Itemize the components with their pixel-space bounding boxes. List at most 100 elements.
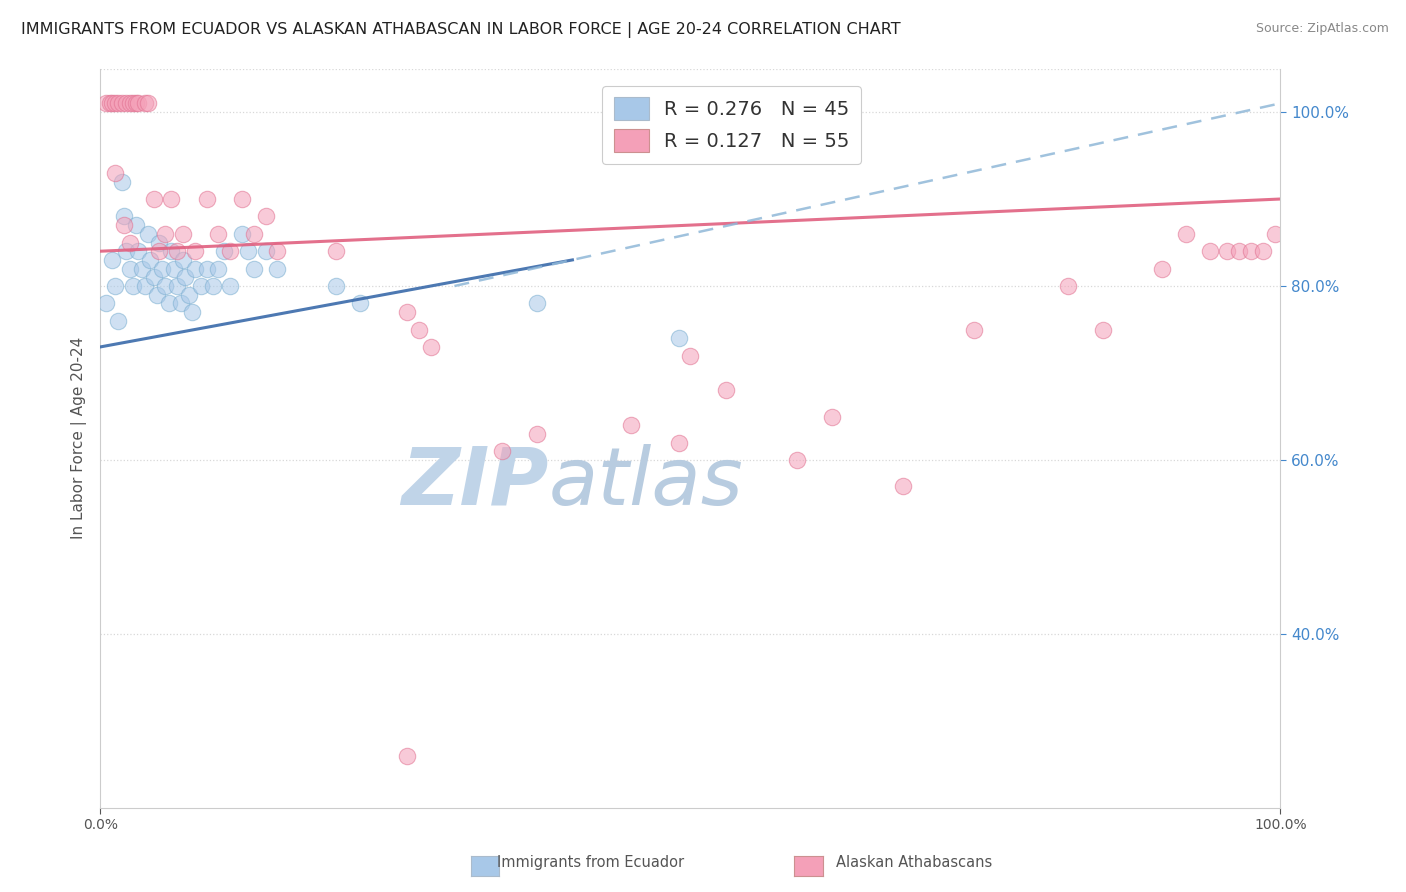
Point xyxy=(1152,261,1174,276)
Point xyxy=(1240,244,1263,259)
Point xyxy=(104,279,127,293)
Point xyxy=(107,314,129,328)
Point xyxy=(177,287,200,301)
Point xyxy=(1227,244,1250,259)
Point xyxy=(160,192,183,206)
Point xyxy=(101,252,124,267)
Point xyxy=(166,279,188,293)
Point xyxy=(184,244,207,259)
Point xyxy=(148,244,170,259)
Point xyxy=(266,261,288,276)
Point xyxy=(142,270,165,285)
Point xyxy=(157,296,180,310)
Point xyxy=(184,261,207,276)
Point xyxy=(1092,322,1115,336)
Point xyxy=(172,252,194,267)
Point xyxy=(107,96,129,111)
Point xyxy=(134,279,156,293)
Point xyxy=(96,296,118,310)
Point xyxy=(111,175,134,189)
Text: Source: ZipAtlas.com: Source: ZipAtlas.com xyxy=(1256,22,1389,36)
Point xyxy=(243,261,266,276)
Point xyxy=(821,409,844,424)
Point xyxy=(620,418,643,433)
Point xyxy=(127,96,149,111)
Point xyxy=(122,96,145,111)
Point xyxy=(207,227,229,241)
Point xyxy=(195,261,218,276)
Point xyxy=(243,227,266,241)
Point xyxy=(962,322,984,336)
Point xyxy=(526,426,548,441)
Point xyxy=(254,244,277,259)
Point xyxy=(172,227,194,241)
Point xyxy=(786,453,808,467)
Point xyxy=(396,305,419,319)
Point xyxy=(190,279,212,293)
Point xyxy=(112,210,135,224)
Point xyxy=(146,287,169,301)
Point xyxy=(526,296,548,310)
Point xyxy=(155,227,177,241)
Point xyxy=(668,331,690,345)
Point xyxy=(219,244,242,259)
Point xyxy=(491,444,513,458)
Point xyxy=(195,192,218,206)
Point xyxy=(160,244,183,259)
Point xyxy=(714,384,737,398)
Point xyxy=(1251,244,1274,259)
Point xyxy=(125,218,148,232)
Point xyxy=(111,96,134,111)
Point xyxy=(170,296,193,310)
Point xyxy=(118,96,141,111)
Point xyxy=(231,192,253,206)
Point xyxy=(1175,227,1198,241)
Y-axis label: In Labor Force | Age 20-24: In Labor Force | Age 20-24 xyxy=(72,337,87,540)
Point xyxy=(136,227,159,241)
Point xyxy=(148,235,170,250)
Text: atlas: atlas xyxy=(548,443,744,522)
Point xyxy=(214,244,236,259)
Point xyxy=(325,244,347,259)
Point xyxy=(131,261,153,276)
Point xyxy=(150,261,173,276)
Point xyxy=(408,322,430,336)
Point xyxy=(231,227,253,241)
Text: Immigrants from Ecuador: Immigrants from Ecuador xyxy=(496,855,685,870)
Point xyxy=(349,296,371,310)
Legend: R = 0.276   N = 45, R = 0.127   N = 55: R = 0.276 N = 45, R = 0.127 N = 55 xyxy=(602,86,862,163)
Point xyxy=(125,96,148,111)
Point xyxy=(118,235,141,250)
Point xyxy=(162,261,184,276)
Point xyxy=(98,96,121,111)
Point xyxy=(127,244,149,259)
Text: IMMIGRANTS FROM ECUADOR VS ALASKAN ATHABASCAN IN LABOR FORCE | AGE 20-24 CORRELA: IMMIGRANTS FROM ECUADOR VS ALASKAN ATHAB… xyxy=(21,22,901,38)
Point xyxy=(112,218,135,232)
Point xyxy=(396,748,419,763)
Point xyxy=(1198,244,1220,259)
Point xyxy=(115,96,138,111)
Point xyxy=(101,96,124,111)
Point xyxy=(104,96,127,111)
Point xyxy=(1057,279,1080,293)
Point xyxy=(96,96,118,111)
Point xyxy=(181,305,204,319)
Point xyxy=(419,340,441,354)
Point xyxy=(201,279,224,293)
Point xyxy=(166,244,188,259)
Point xyxy=(122,279,145,293)
Point xyxy=(325,279,347,293)
Text: ZIP: ZIP xyxy=(402,443,548,522)
Point xyxy=(668,435,690,450)
Point xyxy=(155,279,177,293)
Point xyxy=(1216,244,1239,259)
Point xyxy=(891,479,914,493)
Text: Alaskan Athabascans: Alaskan Athabascans xyxy=(835,855,993,870)
Point xyxy=(134,96,156,111)
Point xyxy=(219,279,242,293)
Point xyxy=(266,244,288,259)
Point xyxy=(139,252,162,267)
Point xyxy=(142,192,165,206)
Point xyxy=(136,96,159,111)
Point xyxy=(254,210,277,224)
